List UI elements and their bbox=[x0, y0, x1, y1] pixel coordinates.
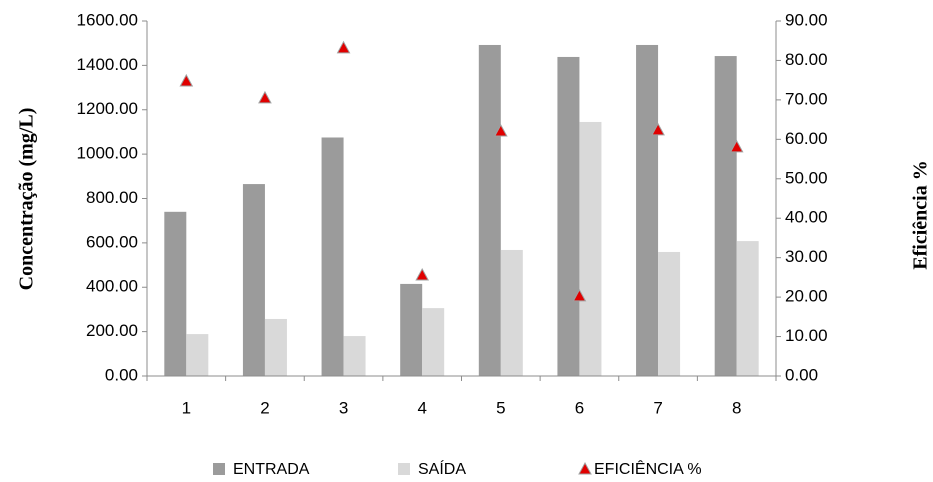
bar bbox=[478, 44, 501, 377]
x-tick-label: 1 bbox=[182, 398, 191, 417]
bar bbox=[164, 211, 187, 376]
marker bbox=[179, 73, 194, 87]
legend-label: SAÍDA bbox=[418, 459, 466, 478]
y2-tick-label: 40.00 bbox=[785, 208, 828, 227]
marker bbox=[415, 267, 430, 281]
bar bbox=[714, 56, 737, 377]
marker bbox=[572, 288, 587, 302]
x-tick-label: 2 bbox=[260, 398, 269, 417]
bar bbox=[186, 334, 209, 376]
y2-tick-label: 50.00 bbox=[785, 168, 828, 187]
y-tick-label: 1600.00 bbox=[77, 10, 138, 29]
marker bbox=[651, 122, 665, 136]
x-tick-label: 7 bbox=[653, 398, 662, 417]
x-tick-label: 3 bbox=[339, 398, 348, 417]
y-tick-label: 1400.00 bbox=[77, 55, 138, 74]
bar bbox=[500, 249, 523, 376]
bar bbox=[636, 44, 659, 377]
legend-label: EFICIÊNCIA % bbox=[594, 459, 702, 478]
y2-tick-label: 10.00 bbox=[785, 326, 828, 345]
marker bbox=[336, 40, 351, 54]
y2-axis-title: Eficiência % bbox=[910, 160, 932, 269]
y2-tick-label: 60.00 bbox=[785, 129, 828, 148]
x-tick-label: 8 bbox=[732, 398, 741, 417]
bar bbox=[658, 251, 681, 376]
y-tick-label: 800.00 bbox=[86, 188, 138, 207]
y-tick-label: 0.00 bbox=[105, 365, 138, 384]
marker bbox=[729, 139, 744, 153]
y2-tick-label: 20.00 bbox=[785, 287, 828, 306]
x-tick-label: 5 bbox=[496, 398, 505, 417]
y-tick-label: 1200.00 bbox=[77, 99, 138, 118]
bar bbox=[343, 336, 366, 376]
legend-swatch bbox=[398, 463, 410, 475]
x-tick-label: 6 bbox=[575, 398, 584, 417]
legend-swatch bbox=[213, 463, 225, 475]
bar bbox=[579, 121, 602, 376]
y-axis-title: Concentração (mg/L) bbox=[16, 108, 38, 291]
y2-tick-label: 30.00 bbox=[785, 247, 828, 266]
legend-marker bbox=[578, 461, 592, 475]
bar bbox=[264, 318, 287, 376]
marker bbox=[258, 90, 272, 104]
y2-tick-label: 90.00 bbox=[785, 10, 828, 29]
legend-label: ENTRADA bbox=[233, 461, 310, 478]
y-tick-label: 1000.00 bbox=[77, 144, 138, 163]
x-tick-label: 4 bbox=[417, 398, 426, 417]
y2-tick-label: 70.00 bbox=[785, 89, 828, 108]
bar bbox=[321, 137, 344, 376]
y-tick-label: 400.00 bbox=[86, 277, 138, 296]
y2-tick-label: 0.00 bbox=[785, 365, 818, 384]
bar bbox=[736, 241, 759, 376]
y-tick-label: 600.00 bbox=[86, 232, 138, 251]
y-tick-label: 200.00 bbox=[86, 321, 138, 340]
bar bbox=[242, 184, 265, 376]
marker bbox=[493, 124, 508, 137]
bar bbox=[422, 308, 445, 376]
bar bbox=[400, 283, 423, 376]
bar bbox=[557, 56, 580, 376]
y2-tick-label: 80.00 bbox=[785, 50, 828, 69]
